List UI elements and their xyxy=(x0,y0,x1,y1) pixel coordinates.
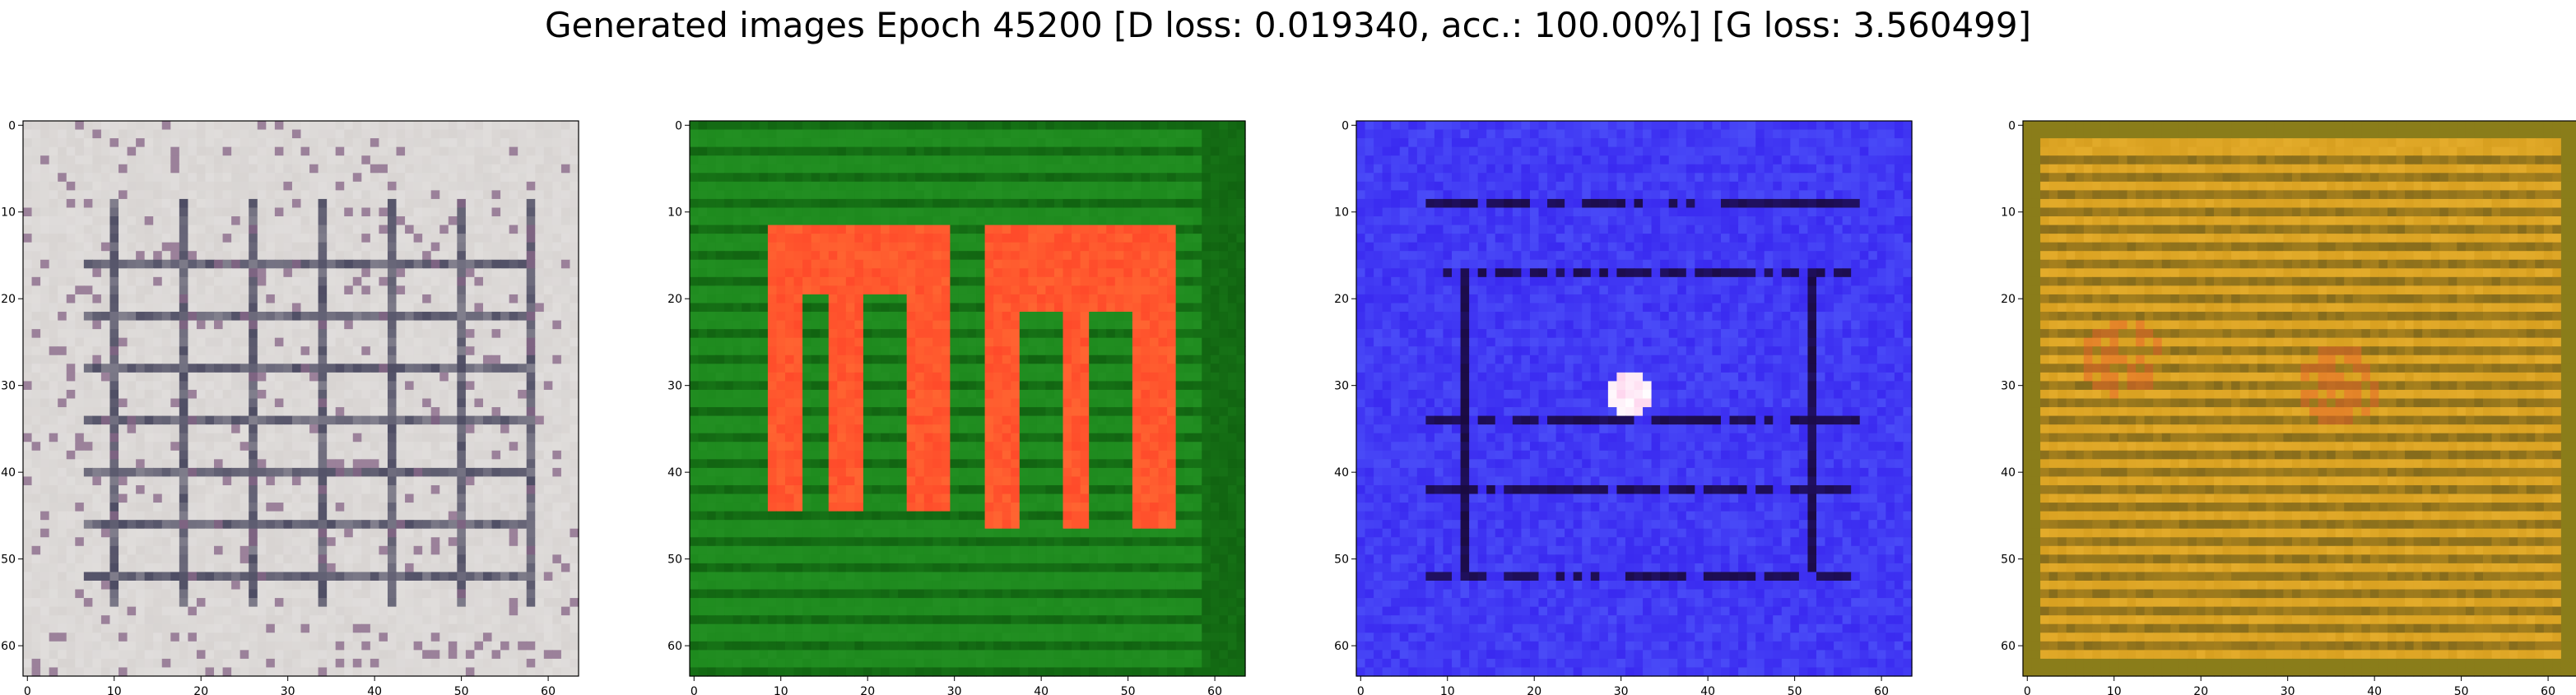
x-tick-label: 50 xyxy=(2454,685,2469,695)
image-panel-3: 0 10 20 30 40 50 60 0 10 20 30 40 50 60 xyxy=(1334,119,1913,695)
y-tick-label: 50 xyxy=(667,554,682,567)
x-tick-label: 50 xyxy=(1121,685,1136,695)
y-tick-label: 30 xyxy=(667,380,682,393)
x-tick-label: 20 xyxy=(1527,685,1541,695)
x-tick-label: 40 xyxy=(367,685,382,695)
x-tick-label: 20 xyxy=(860,685,875,695)
y-tick-label: 50 xyxy=(2001,554,2016,567)
x-tick-label: 50 xyxy=(1788,685,1802,695)
image-panel-2: 0 10 20 30 40 50 60 0 10 20 30 40 50 60 xyxy=(667,119,1246,695)
y-tick-label: 60 xyxy=(1334,640,1349,653)
figure-title: Generated images Epoch 45200 [D loss: 0.… xyxy=(544,5,2032,45)
x-tick-label: 10 xyxy=(774,685,788,695)
y-tick-label: 30 xyxy=(1334,380,1349,393)
generated-image-2 xyxy=(690,121,1246,677)
x-tick-label: 0 xyxy=(24,685,31,695)
x-tick-label: 30 xyxy=(947,685,962,695)
y-tick-label: 10 xyxy=(1334,206,1349,220)
y-tick-label: 50 xyxy=(1334,554,1349,567)
x-tick-label: 10 xyxy=(107,685,122,695)
x-tick-label: 0 xyxy=(1357,685,1365,695)
y-tick-label: 0 xyxy=(1341,119,1349,132)
y-tick-label: 40 xyxy=(1334,466,1349,480)
y-tick-label: 40 xyxy=(1,466,16,480)
y-tick-label: 30 xyxy=(2001,380,2016,393)
y-tick-label: 20 xyxy=(2001,293,2016,306)
x-tick-label: 50 xyxy=(454,685,469,695)
generated-image-3 xyxy=(1356,121,1913,677)
generated-image-4 xyxy=(2023,121,2576,677)
x-tick-label: 20 xyxy=(193,685,208,695)
x-tick-label: 40 xyxy=(1034,685,1049,695)
y-tick-label: 40 xyxy=(667,466,682,480)
y-tick-label: 20 xyxy=(1,293,16,306)
x-tick-label: 10 xyxy=(2107,685,2122,695)
y-tick-label: 10 xyxy=(2001,206,2016,220)
y-tick-label: 20 xyxy=(1334,293,1349,306)
x-tick-label: 0 xyxy=(690,685,698,695)
x-tick-label: 10 xyxy=(1440,685,1455,695)
x-tick-label: 0 xyxy=(2024,685,2031,695)
y-tick-label: 0 xyxy=(2008,119,2016,132)
x-tick-label: 60 xyxy=(541,685,556,695)
axes-frame-1 xyxy=(22,120,579,677)
y-tick-label: 50 xyxy=(1,554,16,567)
y-tick-label: 10 xyxy=(667,206,682,220)
axes-frame-4 xyxy=(2022,120,2576,677)
x-tick-label: 60 xyxy=(1874,685,1889,695)
x-tick-label: 40 xyxy=(1700,685,1715,695)
x-tick-label: 30 xyxy=(2281,685,2295,695)
y-tick-label: 0 xyxy=(8,119,16,132)
x-tick-label: 60 xyxy=(2541,685,2555,695)
generated-image-1 xyxy=(23,121,579,677)
y-tick-label: 60 xyxy=(2001,640,2016,653)
y-tick-label: 60 xyxy=(667,640,682,653)
y-tick-label: 30 xyxy=(1,380,16,393)
image-panel-1: 0 10 20 30 40 50 60 0 10 20 30 40 50 60 xyxy=(1,119,579,695)
x-tick-label: 30 xyxy=(281,685,295,695)
y-tick-label: 60 xyxy=(1,640,16,653)
y-tick-label: 10 xyxy=(1,206,16,220)
x-tick-label: 20 xyxy=(2193,685,2208,695)
y-tick-label: 20 xyxy=(667,293,682,306)
axes-frame-3 xyxy=(1355,120,1913,677)
y-tick-label: 40 xyxy=(2001,466,2016,480)
image-panel-4: 0 10 20 30 40 50 60 0 10 20 30 40 50 60 xyxy=(2001,119,2576,695)
axes-frame-2 xyxy=(689,120,1246,677)
y-tick-label: 0 xyxy=(675,119,682,132)
x-tick-label: 40 xyxy=(2367,685,2382,695)
x-tick-label: 30 xyxy=(1614,685,1629,695)
x-tick-label: 60 xyxy=(1207,685,1222,695)
